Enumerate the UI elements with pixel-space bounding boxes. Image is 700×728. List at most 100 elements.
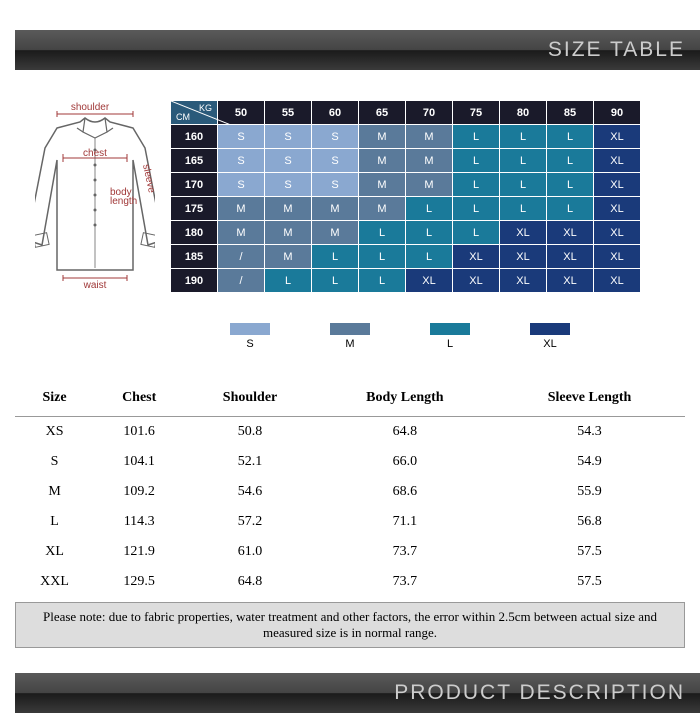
measure-cell: 54.6 xyxy=(184,477,315,507)
measure-cell: 54.3 xyxy=(494,417,685,448)
size-cell: M xyxy=(359,149,406,173)
size-cell: S xyxy=(312,173,359,197)
kg-header: 55 xyxy=(265,101,312,125)
size-cell: S xyxy=(265,149,312,173)
measure-cell: 61.0 xyxy=(184,537,315,567)
size-cell: M xyxy=(359,197,406,221)
grid-header-row: KG CM 505560657075808590 xyxy=(171,101,641,125)
size-cell: L xyxy=(312,245,359,269)
measure-cell: 101.6 xyxy=(94,417,184,448)
size-grid-area: shoulder chest bodylength sleeve waist xyxy=(0,70,700,313)
size-cell: XL xyxy=(500,221,547,245)
size-cell: L xyxy=(265,269,312,293)
shirt-diagram: shoulder chest bodylength sleeve waist xyxy=(35,100,155,290)
size-cell: L xyxy=(406,197,453,221)
measure-cell: 64.8 xyxy=(184,567,315,597)
banner-title: SIZE TABLE xyxy=(548,38,685,62)
size-cell: L xyxy=(453,221,500,245)
size-cell: XL xyxy=(547,269,594,293)
measure-cell: L xyxy=(15,507,94,537)
size-cell: L xyxy=(547,149,594,173)
size-cell: S xyxy=(218,149,265,173)
measure-cell: M xyxy=(15,477,94,507)
measure-cell: 68.6 xyxy=(316,477,494,507)
measure-cell: S xyxy=(15,447,94,477)
size-cell: L xyxy=(359,269,406,293)
measure-cell: 56.8 xyxy=(494,507,685,537)
size-note: Please note: due to fabric properties, w… xyxy=(15,602,685,648)
measure-cell: XL xyxy=(15,537,94,567)
measure-header-row: SizeChestShoulderBody LengthSleeve Lengt… xyxy=(15,380,685,417)
size-cell: L xyxy=(453,125,500,149)
banner-title: PRODUCT DESCRIPTION xyxy=(394,681,685,705)
measure-row: XS101.650.864.854.3 xyxy=(15,417,685,448)
measurement-table: SizeChestShoulderBody LengthSleeve Lengt… xyxy=(15,380,685,597)
measure-cell: 54.9 xyxy=(494,447,685,477)
measure-body: XS101.650.864.854.3S104.152.166.054.9M10… xyxy=(15,417,685,598)
measure-row: L114.357.271.156.8 xyxy=(15,507,685,537)
cm-label: CM xyxy=(176,112,190,122)
size-cell: L xyxy=(406,245,453,269)
legend-label: XL xyxy=(543,338,556,350)
legend-swatch xyxy=(330,323,370,335)
measure-col-header: Shoulder xyxy=(184,380,315,417)
measure-cell: 57.5 xyxy=(494,537,685,567)
measure-col-header: Sleeve Length xyxy=(494,380,685,417)
size-cell: XL xyxy=(594,197,641,221)
cm-header: 180 xyxy=(171,221,218,245)
kg-header: 65 xyxy=(359,101,406,125)
size-cell: XL xyxy=(594,269,641,293)
size-cell: M xyxy=(406,125,453,149)
size-cell: XL xyxy=(594,173,641,197)
measure-row: XXL129.564.873.757.5 xyxy=(15,567,685,597)
grid-row: 170SSSMMLLLXL xyxy=(171,173,641,197)
size-cell: XL xyxy=(547,245,594,269)
grid-row: 185/MLLLXLXLXLXL xyxy=(171,245,641,269)
kg-header: 60 xyxy=(312,101,359,125)
size-cell: L xyxy=(453,197,500,221)
measure-cell: 121.9 xyxy=(94,537,184,567)
size-cell: M xyxy=(406,149,453,173)
size-cell: XL xyxy=(500,269,547,293)
size-cell: L xyxy=(500,149,547,173)
measure-row: M109.254.668.655.9 xyxy=(15,477,685,507)
measure-cell: 52.1 xyxy=(184,447,315,477)
legend-item: XL xyxy=(530,323,570,350)
grid-row: 160SSSMMLLLXL xyxy=(171,125,641,149)
measure-row: XL121.961.073.757.5 xyxy=(15,537,685,567)
size-cell: L xyxy=(453,149,500,173)
cm-header: 165 xyxy=(171,149,218,173)
size-cell: XL xyxy=(594,125,641,149)
measure-cell: XXL xyxy=(15,567,94,597)
measure-cell: 57.5 xyxy=(494,567,685,597)
size-cell: M xyxy=(218,197,265,221)
size-cell: L xyxy=(547,197,594,221)
size-cell: / xyxy=(218,269,265,293)
legend-swatch xyxy=(530,323,570,335)
measure-cell: 104.1 xyxy=(94,447,184,477)
measure-cell: XS xyxy=(15,417,94,448)
size-cell: S xyxy=(312,125,359,149)
size-cell: M xyxy=(359,125,406,149)
grid-row: 165SSSMMLLLXL xyxy=(171,149,641,173)
size-table-banner: SIZE TABLE xyxy=(15,30,700,70)
size-cell: S xyxy=(265,125,312,149)
cm-header: 175 xyxy=(171,197,218,221)
grid-row: 180MMMLLLXLXLXL xyxy=(171,221,641,245)
size-cell: L xyxy=(500,125,547,149)
waist-label: waist xyxy=(83,280,107,290)
kg-header: 85 xyxy=(547,101,594,125)
corner-cell: KG CM xyxy=(171,101,218,125)
size-cell: XL xyxy=(594,149,641,173)
legend-label: M xyxy=(345,338,354,350)
measure-cell: 109.2 xyxy=(94,477,184,507)
measure-cell: 114.3 xyxy=(94,507,184,537)
size-legend: SMLXL xyxy=(0,313,700,350)
size-cell: XL xyxy=(594,245,641,269)
cm-header: 170 xyxy=(171,173,218,197)
size-cell: M xyxy=(218,221,265,245)
measure-cell: 66.0 xyxy=(316,447,494,477)
legend-label: S xyxy=(246,338,253,350)
measure-cell: 73.7 xyxy=(316,567,494,597)
measure-row: S104.152.166.054.9 xyxy=(15,447,685,477)
